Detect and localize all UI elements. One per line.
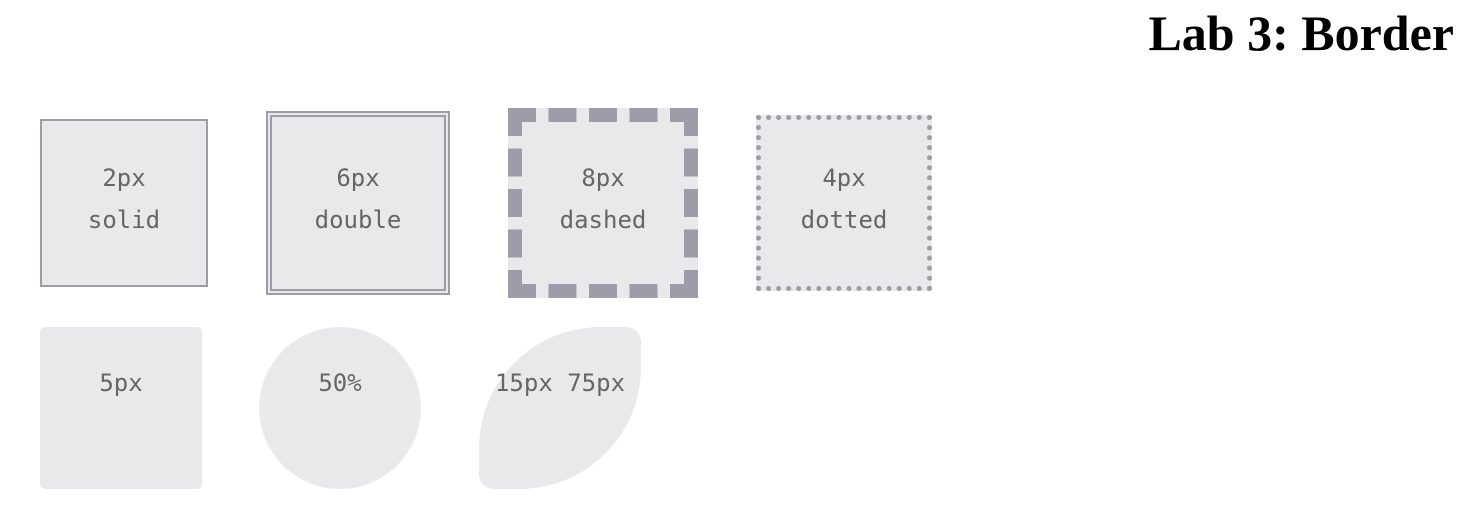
box-label: 5px [99,369,143,397]
box-label: 2px solid [42,157,206,241]
box-label: 4px dotted [761,157,927,241]
dashed-box: 8px dashed [508,108,698,298]
label-line: 2px [102,164,146,192]
radius-box: 5px [40,327,202,489]
label-line: 8px [581,164,625,192]
box-label: 6px double [272,157,444,241]
leaf-box: 15px 75px [479,327,641,489]
solid-box: 2px solid [40,119,208,287]
double-box: 6px double [266,111,450,295]
label-line: double [314,206,402,234]
label-line: dotted [800,206,888,234]
page-title: Lab 3: Border [1148,5,1454,61]
label-line: solid [87,206,161,234]
circle-box: 50% [259,327,421,489]
label-line: 4px [822,164,866,192]
label-line: dashed [559,206,647,234]
dotted-box: 4px dotted [756,115,932,291]
box-label: 50% [318,369,362,397]
box-label: 15px 75px [494,369,626,397]
box-label: 8px dashed [522,157,684,241]
label-line: 6px [336,164,380,192]
